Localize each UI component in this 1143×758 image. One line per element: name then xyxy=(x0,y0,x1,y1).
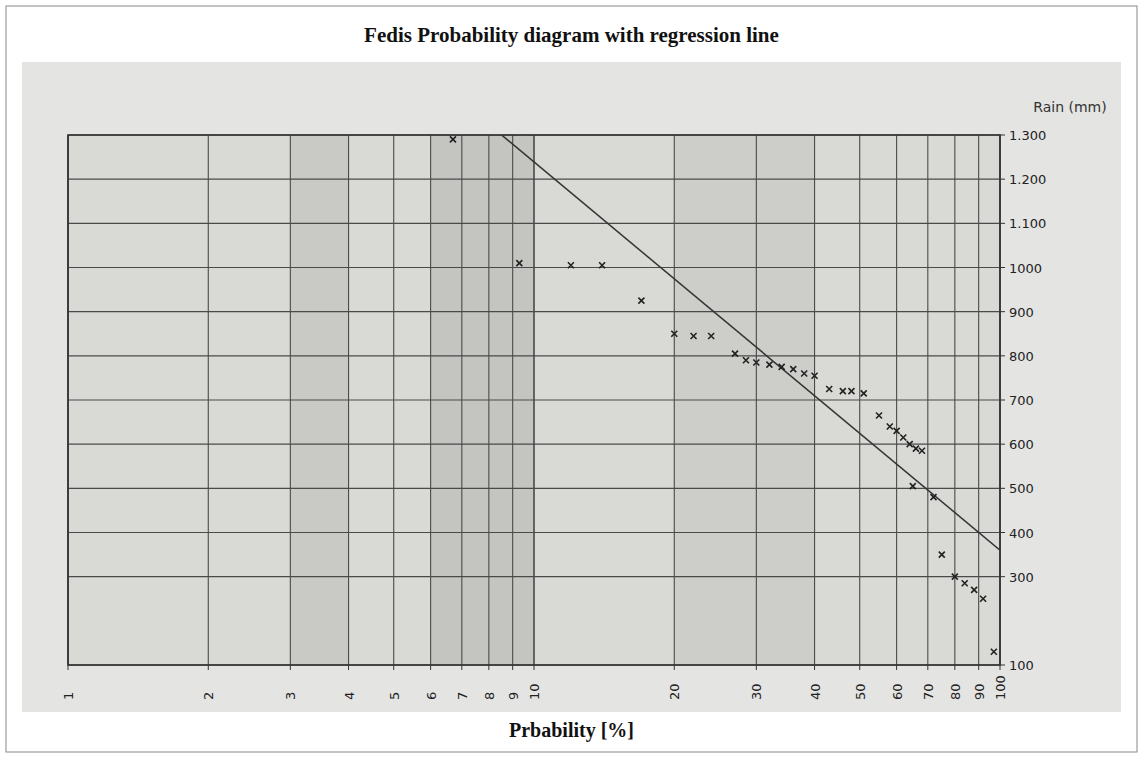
point xyxy=(766,362,772,368)
grid-line-y xyxy=(68,576,1000,577)
y-tick-label: 1.200 xyxy=(1009,172,1046,187)
point xyxy=(691,333,697,339)
point xyxy=(568,262,574,268)
plot-frame xyxy=(68,135,1000,665)
point xyxy=(913,446,919,452)
y-tick-label: 400 xyxy=(1009,526,1034,541)
paper xyxy=(22,62,1121,712)
x-axis-title: Prbability [%] xyxy=(509,719,634,742)
point xyxy=(939,552,945,558)
grid xyxy=(68,135,1005,670)
x-tick-label: 5 xyxy=(387,692,402,700)
point xyxy=(894,428,900,434)
x-tick-label: 10 xyxy=(527,683,542,700)
point xyxy=(826,386,832,392)
point xyxy=(753,359,759,365)
point xyxy=(708,333,714,339)
point xyxy=(900,435,906,441)
point xyxy=(931,494,937,500)
x-tick-label: 8 xyxy=(482,692,497,700)
y-tick-label: 900 xyxy=(1009,305,1034,320)
point xyxy=(840,388,846,394)
point xyxy=(962,580,968,586)
y-tick-label: 800 xyxy=(1009,349,1034,364)
y-tick-label: 1.100 xyxy=(1009,216,1046,231)
title: Fedis Probability diagram with regressio… xyxy=(364,23,779,47)
y-tick-label: 700 xyxy=(1009,393,1034,408)
x-tick-label: 30 xyxy=(749,683,764,700)
x-tick-label: 4 xyxy=(342,692,357,700)
x-tick-label: 80 xyxy=(948,683,963,700)
point xyxy=(801,371,807,377)
plot-area xyxy=(68,135,1000,665)
point xyxy=(848,388,854,394)
x-tick-label: 60 xyxy=(890,683,905,700)
point xyxy=(887,424,893,430)
y-axis-title: Rain (mm) xyxy=(1033,99,1106,115)
point xyxy=(971,587,977,593)
point xyxy=(952,574,958,580)
outer-frame xyxy=(6,6,1137,752)
x-tick-label: 50 xyxy=(853,683,868,700)
x-tick-label: 7 xyxy=(455,692,470,700)
tick-labels: 1 2 3 4 5 6 7 8 9 10 20 30 40 50 60 70 80 90 100100 300 400 5… xyxy=(61,128,1046,700)
grid-line-y xyxy=(68,267,1000,268)
chart: Fedis Probability diagram with regressio… xyxy=(0,0,1143,758)
grid-line-y xyxy=(68,399,1000,400)
x-tick-label: 2 xyxy=(201,692,216,700)
point xyxy=(671,331,677,337)
x-tick-label: 1 xyxy=(61,692,76,700)
grid-line-y xyxy=(68,532,1000,533)
y-tick-label: 100 xyxy=(1009,658,1034,673)
point xyxy=(599,262,605,268)
point xyxy=(638,298,644,304)
grid-line-y xyxy=(68,179,1000,180)
point xyxy=(980,596,986,602)
grid-line-y xyxy=(68,444,1000,445)
grid-line-y xyxy=(68,223,1000,224)
point xyxy=(790,366,796,372)
y-tick-label: 500 xyxy=(1009,481,1034,496)
point xyxy=(812,373,818,379)
point xyxy=(910,483,916,489)
point xyxy=(919,448,925,454)
x-tick-label: 9 xyxy=(506,692,521,700)
x-tick-label: 70 xyxy=(921,683,936,700)
y-tick-label: 300 xyxy=(1009,570,1034,585)
grid-line-y xyxy=(68,355,1000,356)
x-tick-label: 20 xyxy=(667,683,682,700)
point xyxy=(876,412,882,418)
x-tick-label: 6 xyxy=(424,692,439,700)
x-tick-label: 90 xyxy=(972,683,987,700)
point xyxy=(450,136,456,142)
point xyxy=(779,364,785,370)
y-tick-label: 600 xyxy=(1009,437,1034,452)
marks xyxy=(450,135,1000,655)
regression-line xyxy=(496,135,1000,550)
point xyxy=(732,351,738,357)
x-tick-label: 100 xyxy=(993,675,1008,700)
point xyxy=(861,390,867,396)
x-tick-label: 40 xyxy=(808,683,823,700)
point xyxy=(516,260,522,266)
grid-line-y xyxy=(68,311,1000,312)
y-tick-label: 1000 xyxy=(1009,261,1042,276)
grid-line-y xyxy=(68,488,1000,489)
x-tick-label: 3 xyxy=(283,692,298,700)
point xyxy=(907,441,913,447)
point xyxy=(743,357,749,363)
point xyxy=(991,649,997,655)
y-tick-label: 1.300 xyxy=(1009,128,1046,143)
